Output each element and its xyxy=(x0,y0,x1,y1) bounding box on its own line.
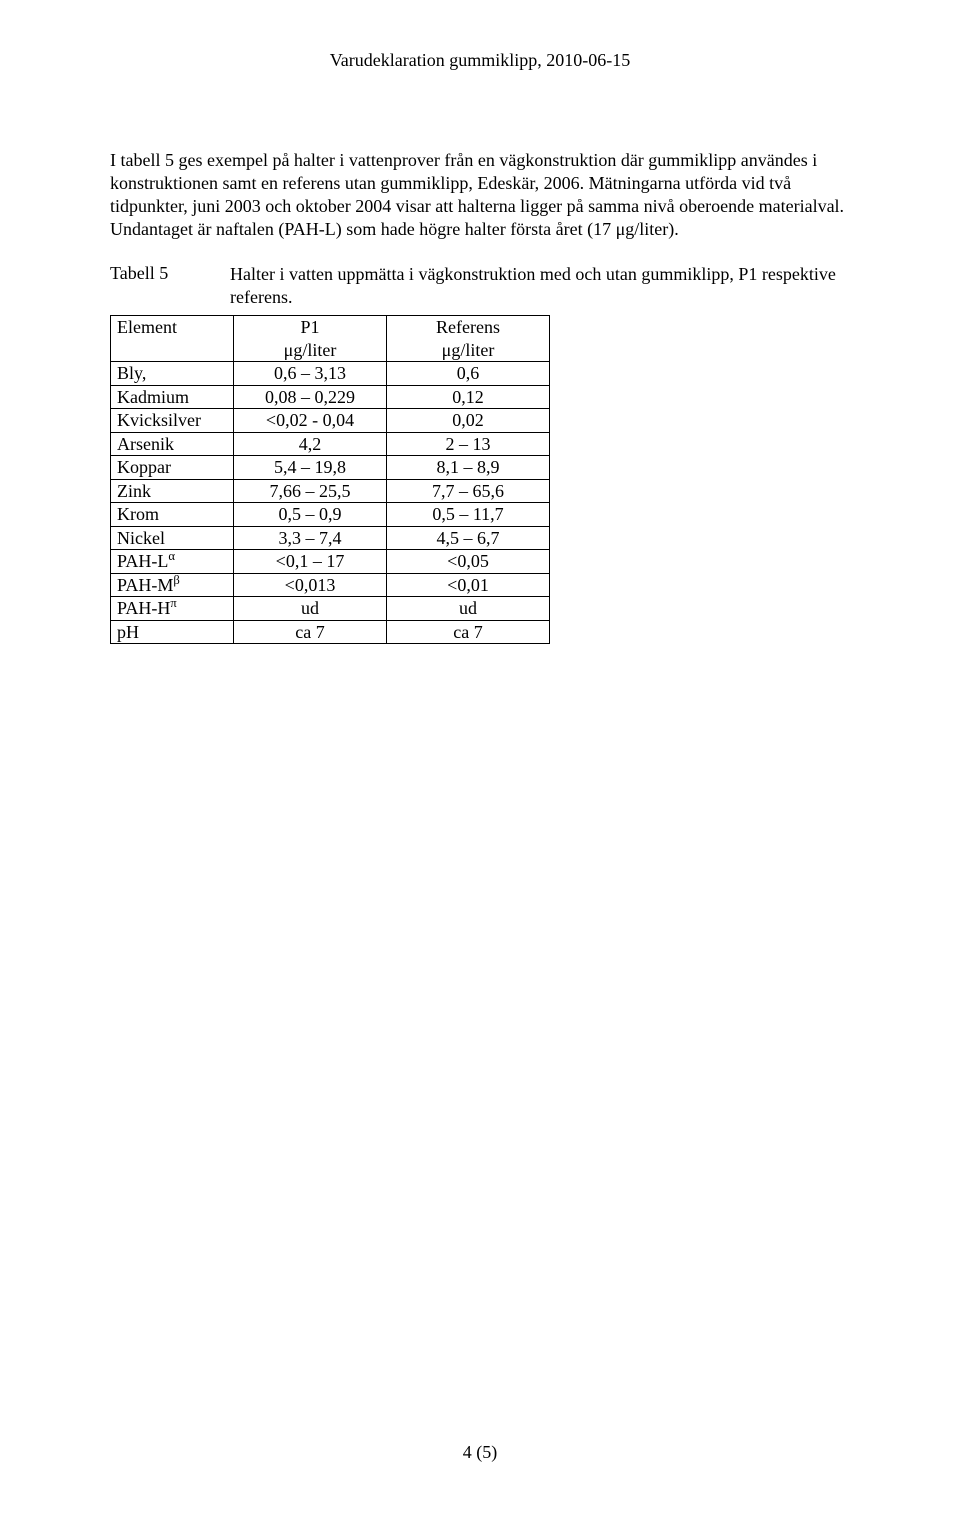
table5-header-row: Element P1 μg/liter Referens μg/liter xyxy=(111,316,550,362)
cell-element: Bly, xyxy=(111,362,234,386)
table-row: pHca 7ca 7 xyxy=(111,620,550,644)
document-page: Varudeklaration gummiklipp, 2010-06-15 I… xyxy=(0,0,960,1513)
cell-p1: <0,1 – 17 xyxy=(234,550,387,574)
cell-p1: 7,66 – 25,5 xyxy=(234,479,387,503)
cell-ref: 4,5 – 6,7 xyxy=(387,526,550,550)
cell-element-sup: β xyxy=(173,573,179,587)
table-row: Arsenik4,22 – 13 xyxy=(111,432,550,456)
cell-ref: 0,02 xyxy=(387,409,550,433)
table5-header-p1-line2: μg/liter xyxy=(284,340,337,360)
table-row: Nickel3,3 – 7,44,5 – 6,7 xyxy=(111,526,550,550)
cell-ref: 8,1 – 8,9 xyxy=(387,456,550,480)
cell-p1: <0,013 xyxy=(234,573,387,597)
cell-element-base: PAH-H xyxy=(117,598,170,618)
cell-ref: 0,12 xyxy=(387,385,550,409)
table5-header-p1: P1 μg/liter xyxy=(234,316,387,362)
table-row: PAH-Lα<0,1 – 17<0,05 xyxy=(111,550,550,574)
table5-body: Bly,0,6 – 3,130,6Kadmium0,08 – 0,2290,12… xyxy=(111,362,550,644)
cell-ref: 7,7 – 65,6 xyxy=(387,479,550,503)
table5: Element P1 μg/liter Referens μg/liter Bl… xyxy=(110,315,550,644)
table-row: Krom0,5 – 0,90,5 – 11,7 xyxy=(111,503,550,527)
cell-p1: ca 7 xyxy=(234,620,387,644)
table-row: Bly,0,6 – 3,130,6 xyxy=(111,362,550,386)
cell-element-sup: α xyxy=(168,549,175,563)
table-row: Kvicksilver<0,02 - 0,040,02 xyxy=(111,409,550,433)
cell-element: Krom xyxy=(111,503,234,527)
cell-element-sup: π xyxy=(170,596,176,610)
cell-ref: <0,05 xyxy=(387,550,550,574)
table5-caption-text: Halter i vatten uppmätta i vägkonstrukti… xyxy=(230,263,850,309)
cell-ref: ud xyxy=(387,597,550,621)
table5-header-ref-line2: μg/liter xyxy=(442,340,495,360)
cell-element-base: PAH-L xyxy=(117,551,168,571)
table-row: PAH-Mβ<0,013<0,01 xyxy=(111,573,550,597)
cell-ref: ca 7 xyxy=(387,620,550,644)
cell-p1: 3,3 – 7,4 xyxy=(234,526,387,550)
table-row: PAH-Hπudud xyxy=(111,597,550,621)
table5-caption: Tabell 5 Halter i vatten uppmätta i vägk… xyxy=(110,263,850,309)
cell-element: PAH-Hπ xyxy=(111,597,234,621)
table-row: Kadmium0,08 – 0,2290,12 xyxy=(111,385,550,409)
cell-element: PAH-Mβ xyxy=(111,573,234,597)
table-row: Koppar5,4 – 19,88,1 – 8,9 xyxy=(111,456,550,480)
cell-element: Zink xyxy=(111,479,234,503)
cell-element: pH xyxy=(111,620,234,644)
cell-element: Koppar xyxy=(111,456,234,480)
cell-p1: 0,5 – 0,9 xyxy=(234,503,387,527)
table5-header-ref: Referens μg/liter xyxy=(387,316,550,362)
cell-element: Nickel xyxy=(111,526,234,550)
table-row: Zink7,66 – 25,57,7 – 65,6 xyxy=(111,479,550,503)
cell-ref: <0,01 xyxy=(387,573,550,597)
table5-header-element: Element xyxy=(111,316,234,362)
cell-element: Kadmium xyxy=(111,385,234,409)
cell-element: Kvicksilver xyxy=(111,409,234,433)
cell-ref: 0,5 – 11,7 xyxy=(387,503,550,527)
cell-p1: 5,4 – 19,8 xyxy=(234,456,387,480)
page-number: 4 (5) xyxy=(0,1442,960,1463)
cell-element: Arsenik xyxy=(111,432,234,456)
cell-element: PAH-Lα xyxy=(111,550,234,574)
page-header: Varudeklaration gummiklipp, 2010-06-15 xyxy=(110,50,850,71)
cell-p1: ud xyxy=(234,597,387,621)
table5-caption-label: Tabell 5 xyxy=(110,263,230,284)
cell-element-base: PAH-M xyxy=(117,575,173,595)
cell-p1: 0,6 – 3,13 xyxy=(234,362,387,386)
cell-p1: 0,08 – 0,229 xyxy=(234,385,387,409)
table5-header-p1-line1: P1 xyxy=(300,317,319,337)
cell-p1: 4,2 xyxy=(234,432,387,456)
intro-paragraph: I tabell 5 ges exempel på halter i vatte… xyxy=(110,149,850,241)
cell-ref: 2 – 13 xyxy=(387,432,550,456)
cell-ref: 0,6 xyxy=(387,362,550,386)
table5-header-ref-line1: Referens xyxy=(436,317,500,337)
cell-p1: <0,02 - 0,04 xyxy=(234,409,387,433)
